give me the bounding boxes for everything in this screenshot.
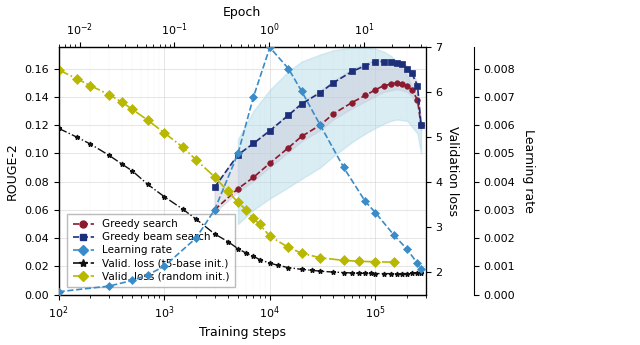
X-axis label: Training steps: Training steps [198,326,285,339]
Y-axis label: Validation loss: Validation loss [446,126,460,216]
Y-axis label: Learning rate: Learning rate [522,129,534,213]
X-axis label: Epoch: Epoch [223,6,261,19]
Legend: Greedy search, Greedy beam search, Learning rate, Valid. loss (t5-base init.), V: Greedy search, Greedy beam search, Learn… [67,214,234,287]
Y-axis label: ROUGE-2: ROUGE-2 [6,142,19,200]
